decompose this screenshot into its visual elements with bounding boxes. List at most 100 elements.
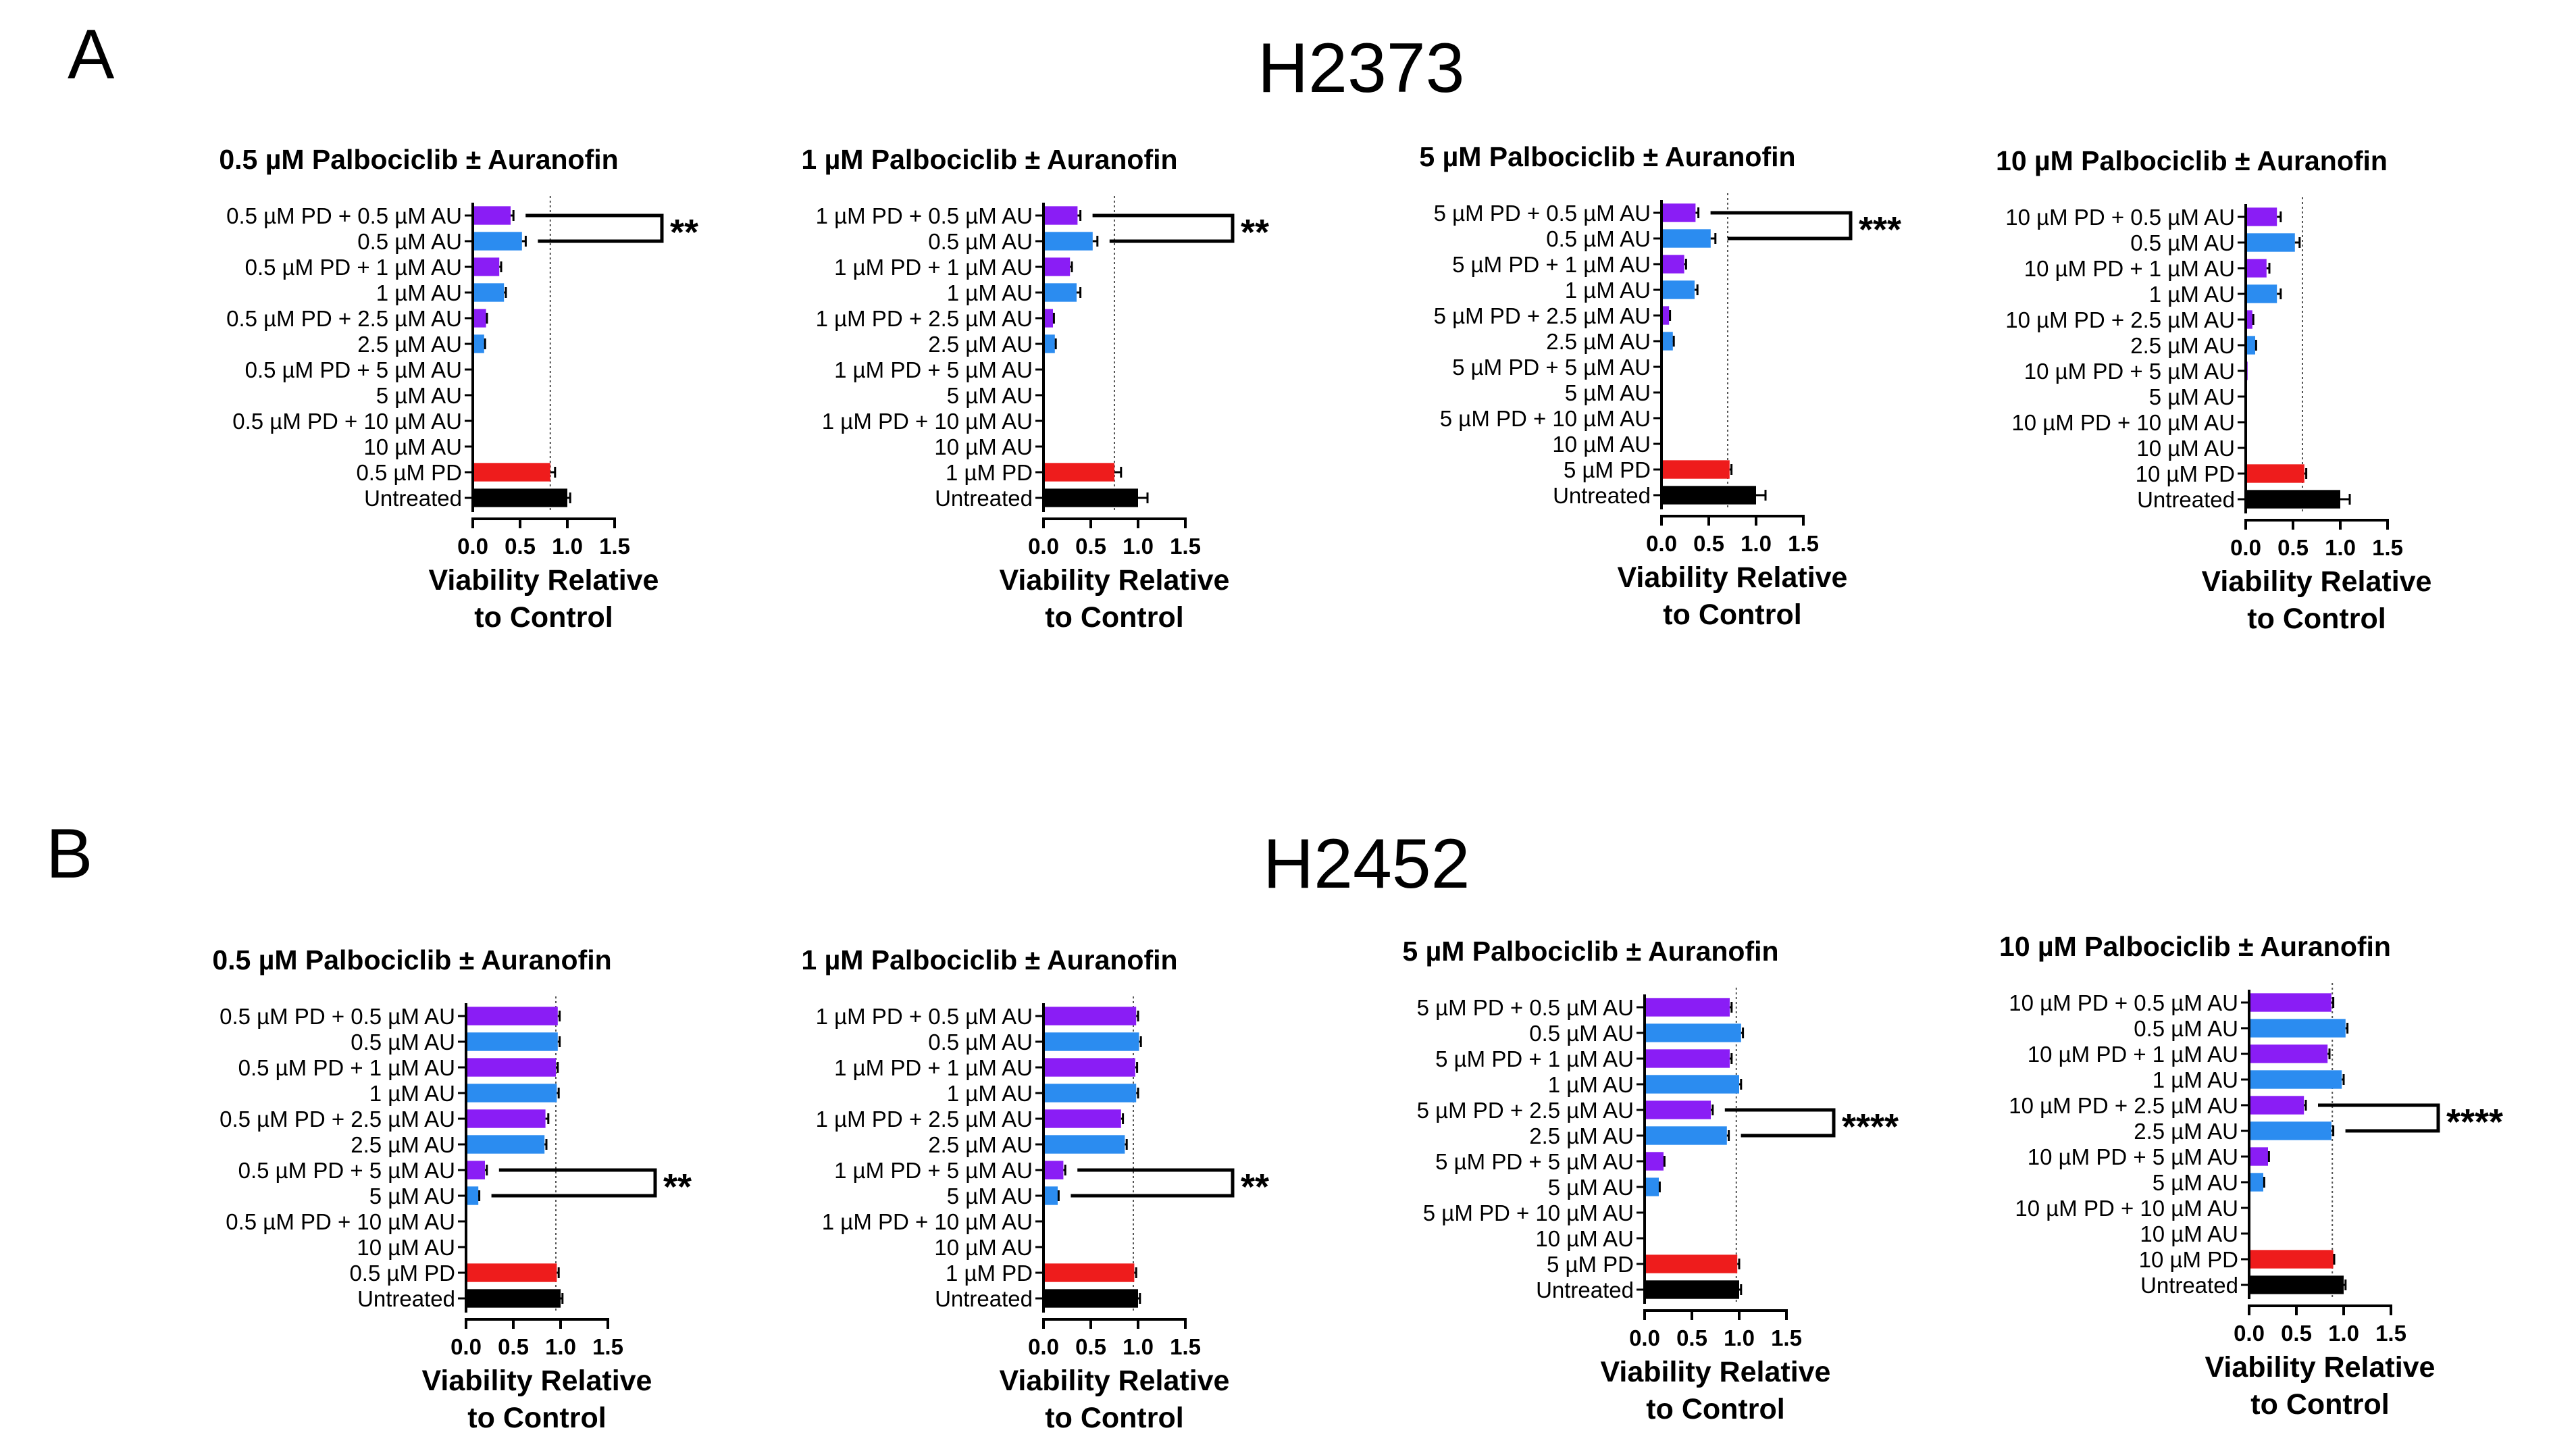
- panel-letter-a: A: [68, 16, 115, 94]
- category-label: 0.5 µM PD + 0.5 µM AU: [226, 203, 462, 228]
- bar-auranofin: [466, 1084, 557, 1102]
- x-axis-label: Viability Relative: [2205, 1351, 2436, 1384]
- category-label: 2.5 µM AU: [2134, 1119, 2238, 1144]
- x-axis-label: Viability Relative: [1618, 561, 1848, 594]
- x-tick-label: 0.5: [2277, 535, 2309, 560]
- bar-auranofin: [1645, 1177, 1659, 1196]
- bar-auranofin: [1661, 332, 1673, 351]
- x-axis-label: to Control: [1646, 1393, 1784, 1425]
- category-label: 0.5 µM PD + 2.5 µM AU: [220, 1107, 455, 1132]
- bar-auranofin: [1661, 229, 1711, 248]
- bar-untreated: [2246, 490, 2340, 509]
- bar-combo: [1645, 998, 1730, 1017]
- x-axis-label: to Control: [1663, 599, 1801, 631]
- category-label: 0.5 µM PD: [349, 1261, 455, 1286]
- x-tick-label: 1.0: [545, 1334, 576, 1359]
- category-label: 1 µM PD + 0.5 µM AU: [816, 1004, 1033, 1029]
- category-label: 0.5 µM AU: [928, 229, 1033, 254]
- x-tick-label: 0.5: [498, 1334, 529, 1359]
- bar-combo: [1044, 309, 1053, 328]
- category-label: 2.5 µM AU: [1546, 329, 1651, 354]
- x-tick-label: 0.5: [1075, 534, 1106, 559]
- category-label: 5 µM AU: [376, 383, 462, 408]
- significance-label: **: [1241, 1167, 1269, 1207]
- chart-title: 1 µM Palbociclib ± Auranofin: [801, 144, 1177, 175]
- category-label: 5 µM AU: [2149, 384, 2235, 409]
- cell-line-title-b: H2452: [1263, 825, 1470, 903]
- category-label: 10 µM PD + 10 µM AU: [2011, 410, 2235, 435]
- bar-auranofin: [1044, 1032, 1139, 1051]
- category-label: 0.5 µM PD + 10 µM AU: [232, 409, 462, 434]
- category-label: 5 µM PD + 0.5 µM AU: [1417, 995, 1634, 1020]
- category-label: 0.5 µM AU: [357, 229, 462, 254]
- category-label: 1 µM PD + 1 µM AU: [834, 1055, 1033, 1080]
- category-label: 10 µM PD: [2136, 461, 2235, 486]
- significance-bracket: [491, 1168, 657, 1198]
- category-label: 10 µM AU: [2140, 1221, 2238, 1246]
- significance-bracket: [1710, 211, 1853, 240]
- x-tick-label: 0.5: [1693, 531, 1724, 556]
- x-tick-label: 1.5: [2375, 1321, 2406, 1346]
- category-label: 1 µM AU: [369, 1081, 455, 1106]
- category-label: Untreated: [2137, 487, 2235, 512]
- category-label: 1 µM AU: [947, 280, 1033, 305]
- category-label: 5 µM AU: [1565, 380, 1651, 405]
- bar-combo: [1645, 1152, 1664, 1171]
- bar-auranofin: [2249, 1121, 2332, 1140]
- x-tick-label: 0.5: [1075, 1334, 1106, 1359]
- category-label: 5 µM PD + 0.5 µM AU: [1434, 201, 1651, 226]
- category-label: 1 µM AU: [2153, 1067, 2238, 1092]
- x-tick-label: 0.5: [1676, 1325, 1707, 1350]
- category-label: 10 µM PD + 2.5 µM AU: [2005, 307, 2235, 332]
- bar-palbociclib: [1645, 1254, 1738, 1273]
- bar-auranofin: [2249, 1173, 2263, 1192]
- bar-combo: [1044, 1058, 1135, 1077]
- category-label: 10 µM PD + 0.5 µM AU: [2005, 205, 2235, 230]
- category-label: 5 µM PD + 5 µM AU: [1452, 355, 1651, 380]
- x-tick-label: 0.0: [1028, 534, 1059, 559]
- bar-combo: [1044, 257, 1071, 276]
- significance-label: **: [663, 1167, 692, 1207]
- category-label: 1 µM AU: [2149, 282, 2235, 307]
- bar-auranofin: [1044, 1186, 1058, 1205]
- category-label: 2.5 µM AU: [2130, 333, 2235, 358]
- category-label: 5 µM PD + 10 µM AU: [1440, 406, 1651, 431]
- category-label: 10 µM PD + 1 µM AU: [2024, 256, 2235, 281]
- bar-combo: [2246, 259, 2267, 278]
- bar-auranofin: [466, 1032, 558, 1051]
- category-label: 10 µM PD + 1 µM AU: [2028, 1042, 2238, 1067]
- category-label: Untreated: [2140, 1273, 2238, 1298]
- bar-untreated: [473, 488, 567, 507]
- bar-combo: [2246, 310, 2252, 329]
- significance-bracket: [1092, 213, 1235, 243]
- x-axis-label: to Control: [474, 601, 613, 634]
- category-label: 1 µM PD + 2.5 µM AU: [816, 306, 1033, 331]
- chart-title: 10 µM Palbociclib ± Auranofin: [1996, 145, 2388, 176]
- x-tick-label: 1.5: [599, 534, 630, 559]
- bar-palbociclib: [466, 1263, 557, 1282]
- category-label: 1 µM AU: [376, 280, 462, 305]
- bar-combo: [1661, 203, 1696, 222]
- category-label: 5 µM PD + 5 µM AU: [1435, 1149, 1634, 1174]
- category-label: 10 µM PD + 5 µM AU: [2028, 1144, 2238, 1169]
- x-axis-label: Viability Relative: [1000, 564, 1230, 597]
- x-tick-label: 0.0: [1028, 1334, 1059, 1359]
- bar-auranofin: [1044, 1084, 1137, 1102]
- category-label: 5 µM AU: [1548, 1175, 1634, 1200]
- bar-combo: [2249, 993, 2332, 1012]
- bar-untreated: [1661, 486, 1756, 505]
- category-label: 10 µM AU: [1535, 1226, 1634, 1251]
- x-tick-label: 0.5: [2281, 1321, 2312, 1346]
- category-label: 10 µM AU: [934, 1235, 1033, 1260]
- chart-title: 0.5 µM Palbociclib ± Auranofin: [212, 944, 611, 975]
- category-label: 0.5 µM PD + 5 µM AU: [245, 357, 462, 382]
- bar-combo: [1645, 1100, 1711, 1119]
- bar-palbociclib: [1044, 463, 1114, 482]
- category-label: 0.5 µM PD + 2.5 µM AU: [226, 306, 462, 331]
- category-label: Untreated: [1536, 1277, 1634, 1302]
- bar-untreated: [1645, 1280, 1739, 1299]
- bar-auranofin: [1645, 1075, 1739, 1094]
- category-label: 10 µM AU: [1552, 432, 1651, 457]
- bar-auranofin: [2249, 1019, 2346, 1038]
- category-label: 2.5 µM AU: [357, 332, 462, 357]
